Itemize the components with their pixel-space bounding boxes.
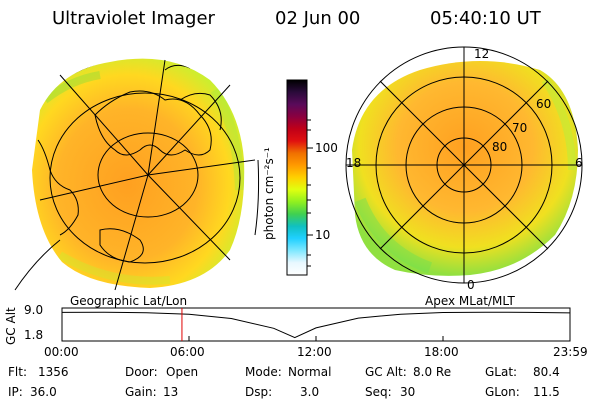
altitude-ytick-1-8: 1.8 bbox=[24, 328, 44, 342]
coastlines bbox=[37, 64, 222, 263]
colorbar-minor-ticks bbox=[307, 119, 311, 267]
door-label: Door: bbox=[125, 365, 158, 379]
gcalt-label: GC Alt: bbox=[365, 365, 407, 379]
altitude-xticks bbox=[61, 336, 571, 341]
apex-caption: Apex MLat/MLT bbox=[425, 294, 515, 308]
date-label: 02 Jun 00 bbox=[275, 8, 361, 29]
left-noise bbox=[42, 71, 245, 285]
dsp-value: 3.0 bbox=[300, 385, 320, 399]
seq-label: Seq: bbox=[365, 385, 392, 399]
flt-label: Flt: bbox=[8, 365, 27, 379]
altitude-xtick-0000: 00:00 bbox=[44, 345, 79, 359]
time-label: 05:40:10 UT bbox=[430, 8, 541, 29]
door-value: Open bbox=[166, 365, 199, 379]
colorbar-tick-100: 100 bbox=[315, 141, 338, 155]
mlt-label-0: 0 bbox=[467, 278, 475, 292]
glon-label: GLon: bbox=[485, 385, 520, 399]
mlt-label-12: 12 bbox=[474, 47, 490, 61]
mlat-label-70: 70 bbox=[512, 121, 528, 135]
altitude-series-line bbox=[61, 311, 570, 339]
mode-label: Mode: bbox=[245, 365, 282, 379]
instrument-title: Ultraviolet Imager bbox=[52, 8, 215, 29]
dsp-label: Dsp: bbox=[245, 385, 273, 399]
mlt-label-18: 18 bbox=[346, 156, 362, 170]
colorbar bbox=[286, 79, 313, 276]
altitude-xtick-0600: 06:00 bbox=[170, 345, 205, 359]
colorbar-tick-10: 10 bbox=[315, 228, 331, 242]
colorbar-bar bbox=[286, 79, 308, 276]
left-emission-image bbox=[32, 58, 245, 289]
altitude-ytick-9: 9.0 bbox=[24, 303, 44, 317]
gain-label: Gain: bbox=[125, 385, 157, 399]
mlt-label-6: 6 bbox=[575, 156, 583, 170]
flt-value: 1356 bbox=[38, 365, 69, 379]
altitude-ylabel: GC Alt bbox=[4, 307, 18, 345]
gcalt-value: 8.0 Re bbox=[413, 365, 452, 379]
mlat-label-80: 80 bbox=[492, 140, 508, 154]
glat-value: 80.4 bbox=[533, 365, 560, 379]
ip-value: 36.0 bbox=[30, 385, 57, 399]
altitude-xtick-2359: 23:59 bbox=[553, 345, 588, 359]
seq-value: 30 bbox=[400, 385, 416, 399]
colorbar-axis-label: photon cm⁻²s⁻¹ bbox=[262, 147, 276, 240]
ip-label: IP: bbox=[8, 385, 23, 399]
glat-label: GLat: bbox=[485, 365, 518, 379]
glon-value: 11.5 bbox=[533, 385, 560, 399]
gain-value: 13 bbox=[163, 385, 179, 399]
geographic-map bbox=[14, 58, 260, 291]
altitude-plot bbox=[61, 307, 571, 342]
geo-grid bbox=[32, 58, 256, 291]
mlat-label-60: 60 bbox=[536, 97, 552, 111]
altitude-xtick-1800: 18:00 bbox=[424, 345, 459, 359]
geographic-caption: Geographic Lat/Lon bbox=[70, 294, 188, 308]
altitude-xtick-1200: 12:00 bbox=[297, 345, 332, 359]
mlat-grid bbox=[345, 46, 583, 284]
magnetic-map bbox=[345, 46, 583, 284]
mode-value: Normal bbox=[288, 365, 332, 379]
